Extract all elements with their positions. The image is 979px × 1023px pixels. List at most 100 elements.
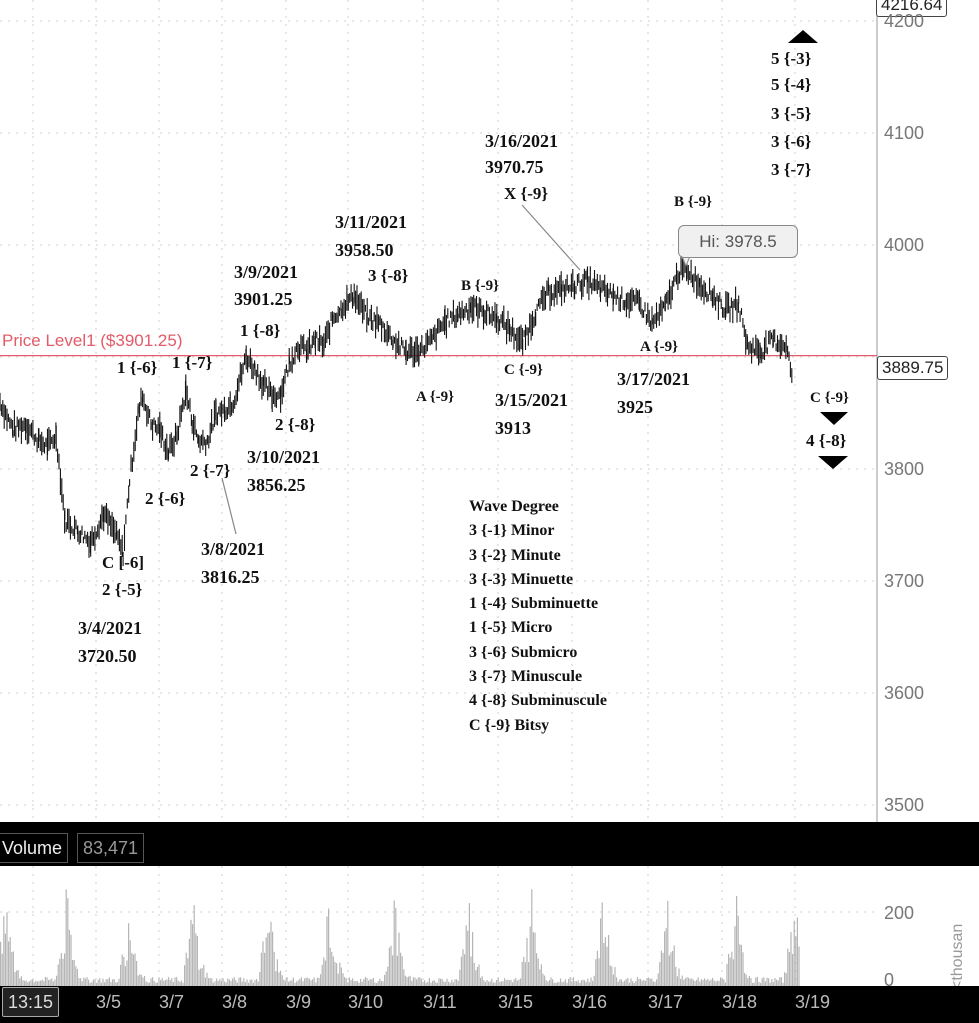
volume-bar — [515, 978, 517, 986]
volume-bar — [481, 976, 483, 986]
price-chart[interactable]: Price Level1 ($3901.25) 4216.64 3889.75 … — [0, 0, 979, 822]
volume-pane[interactable] — [0, 866, 979, 986]
volume-bar — [780, 977, 782, 986]
volume-bar — [321, 964, 323, 986]
volume-bar — [355, 981, 357, 986]
volume-bar — [276, 959, 278, 986]
volume-bar — [436, 982, 438, 986]
volume-bar — [8, 941, 10, 986]
volume-bar — [302, 981, 304, 986]
volume-bar — [700, 979, 702, 986]
volume-bar — [294, 982, 296, 986]
volume-bar — [582, 979, 584, 986]
volume-bar — [779, 977, 781, 986]
volume-bar — [585, 982, 587, 986]
volume-bar — [451, 979, 453, 986]
volume-bar — [328, 908, 330, 986]
y-tick-3800: 3800 — [884, 459, 925, 479]
volume-bar — [123, 956, 125, 986]
volume-bar — [169, 980, 171, 986]
volume-bar — [128, 923, 130, 986]
volume-bar — [777, 980, 779, 986]
wave-label: 4 {-8} — [806, 431, 847, 450]
volume-bar — [502, 981, 504, 986]
volume-bar — [667, 900, 669, 986]
volume-bar — [483, 980, 485, 986]
volume-bar — [795, 936, 797, 986]
volume-bar — [310, 980, 312, 986]
volume-bar — [732, 959, 734, 986]
volume-bar — [620, 979, 622, 986]
volume-bar — [454, 979, 456, 986]
time-axis[interactable] — [0, 986, 979, 1023]
volume-bar — [513, 979, 515, 986]
volume-bar — [569, 977, 571, 986]
volume-bar — [201, 968, 203, 986]
volume-bar — [86, 977, 88, 986]
volume-bar — [523, 956, 525, 986]
volume-bar — [190, 919, 192, 986]
volume-bar — [723, 979, 725, 986]
volume-bar — [608, 935, 610, 986]
volume-bar — [516, 980, 518, 986]
legend-item: 1 {-4} Subminuette — [469, 595, 599, 613]
volume-bar — [166, 979, 168, 986]
volume-bar — [758, 982, 760, 986]
volume-bar — [675, 966, 677, 986]
volume-axis-area — [877, 866, 979, 986]
volume-bar — [25, 980, 27, 986]
volume-bar — [712, 978, 714, 986]
volume-bar — [668, 955, 670, 986]
volume-bar — [248, 982, 250, 986]
volume-bar — [593, 975, 595, 986]
volume-bar — [768, 978, 770, 986]
volume-bar — [102, 978, 104, 986]
volume-bar — [107, 979, 109, 986]
volume-bar — [385, 971, 387, 986]
date-label: 3/11/2021 — [335, 212, 408, 232]
volume-bar — [188, 938, 190, 986]
volume-bar — [312, 979, 314, 986]
volume-bar — [17, 970, 19, 986]
volume-bar — [272, 931, 274, 986]
volume-bar — [664, 931, 666, 986]
volume-bar — [214, 981, 216, 986]
volume-bar — [576, 981, 578, 986]
volume-bar — [665, 928, 667, 986]
volume-bar — [737, 915, 739, 986]
volume-bar — [492, 982, 494, 986]
price-level-label[interactable]: Price Level1 ($3901.25) — [2, 331, 183, 350]
wave-label: 5 {-3} — [771, 49, 812, 68]
volume-bar — [326, 916, 328, 986]
volume-bar — [52, 981, 54, 986]
volume-bar — [598, 958, 600, 986]
volume-bar — [601, 902, 603, 986]
volume-bar — [640, 978, 642, 986]
volume-bar — [262, 941, 264, 986]
volume-bar — [672, 951, 674, 986]
volume-bar — [171, 978, 173, 986]
down-triangle-icon — [818, 456, 848, 469]
volume-bar — [584, 980, 586, 986]
volume-bar — [112, 979, 114, 986]
price-label: 3958.50 — [335, 240, 394, 260]
volume-bar — [316, 977, 318, 986]
volume-bar — [4, 933, 6, 986]
volume-bar — [606, 946, 608, 986]
volume-bar — [643, 979, 645, 986]
volume-bar — [80, 978, 82, 986]
volume-bar — [787, 948, 789, 986]
volume-bar — [556, 982, 558, 986]
volume-bar — [283, 979, 285, 986]
volume-bar — [654, 981, 656, 986]
volume-bar — [462, 949, 464, 986]
volume-bar — [38, 980, 40, 986]
volume-bar — [19, 978, 21, 986]
volume-bar — [336, 963, 338, 986]
volume-bar — [35, 980, 37, 986]
volume-bar — [748, 975, 750, 986]
volume-bar — [73, 960, 75, 986]
volume-bar — [689, 979, 691, 986]
x-tick: 3/19 — [795, 992, 831, 1012]
volume-bar — [489, 981, 491, 986]
